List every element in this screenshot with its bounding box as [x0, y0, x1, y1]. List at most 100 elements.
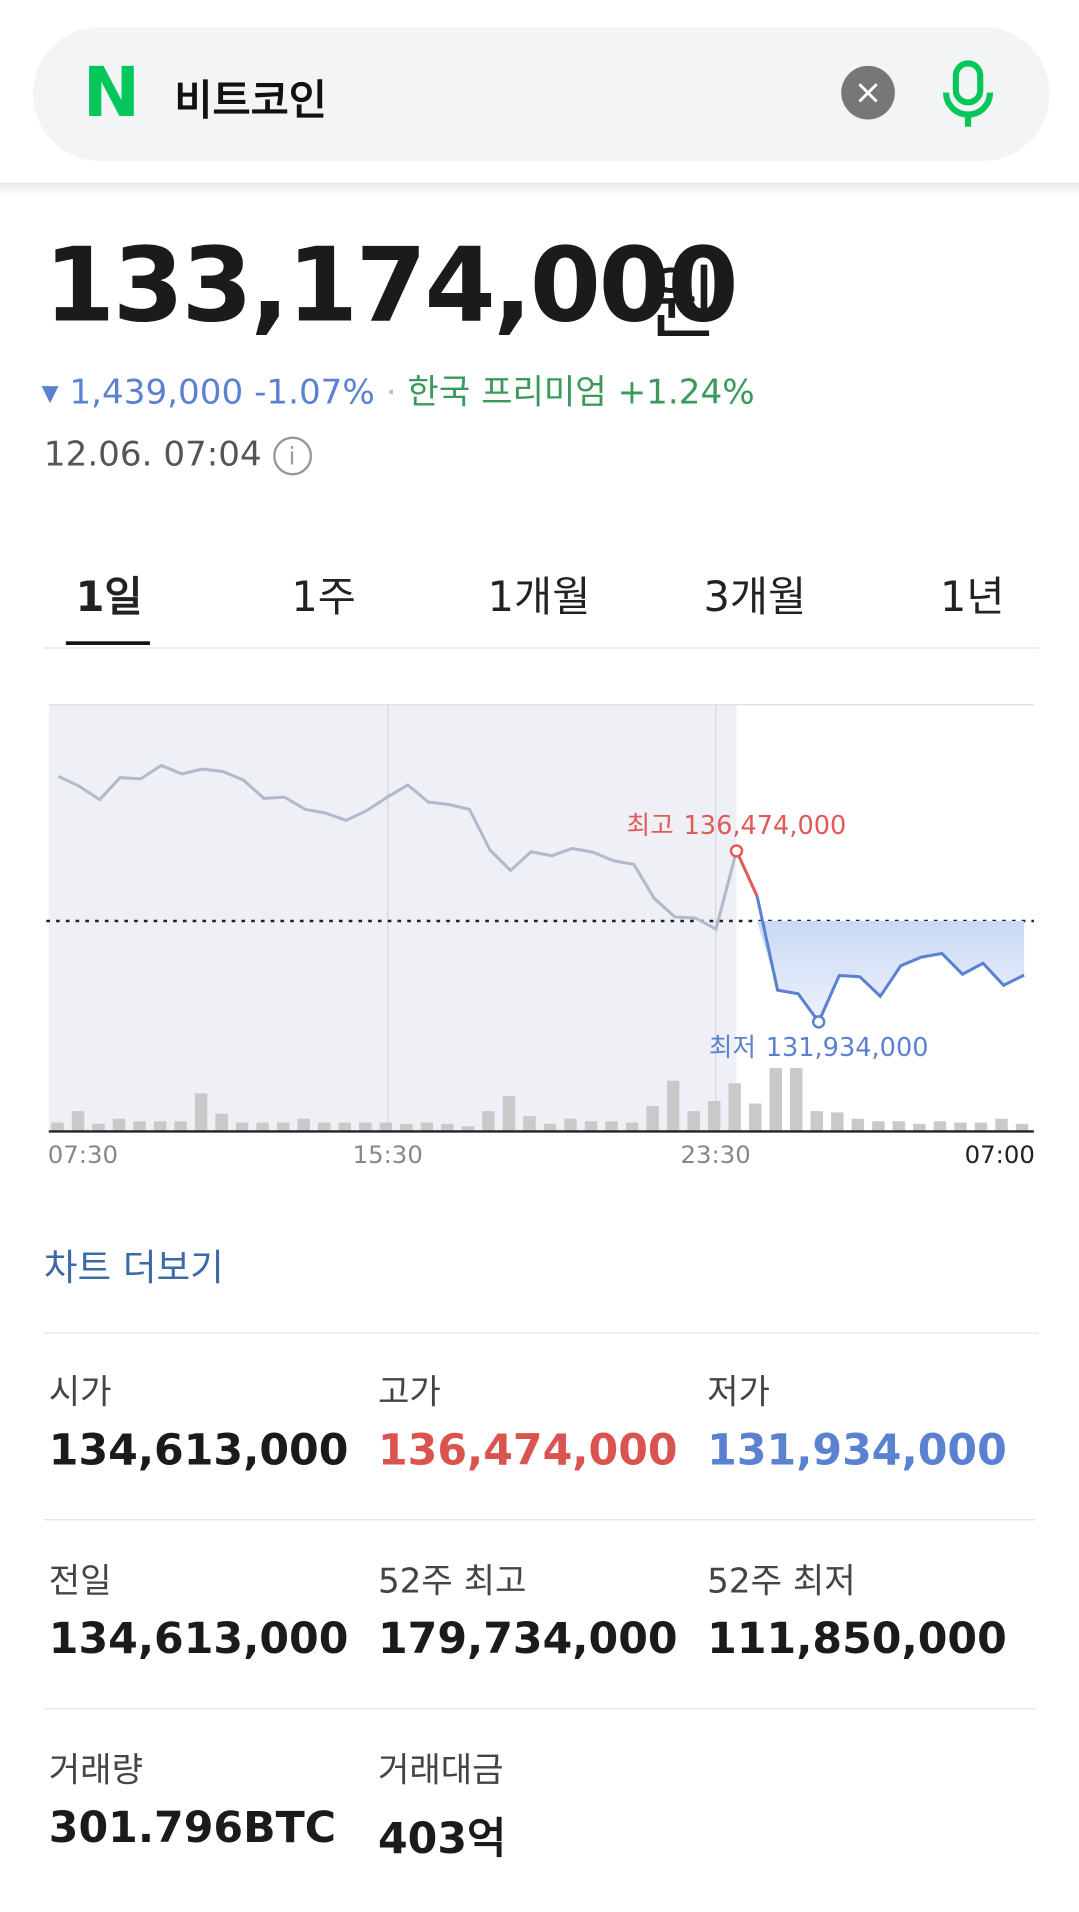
tab-underline: [65, 641, 150, 645]
volume-bar: [810, 1111, 824, 1132]
volume-bar: [564, 1118, 577, 1132]
volume-bar: [441, 1123, 454, 1132]
stat-label: 거래대금: [377, 1749, 504, 1790]
annotation: 최고 136,474,000: [627, 811, 847, 841]
volume-bar: [728, 1083, 741, 1132]
volume-bar: [256, 1122, 269, 1132]
tab[interactable]: 3개월: [703, 573, 807, 622]
x-tick-label: 15:30: [353, 1140, 423, 1169]
chart: 최고 136,474,000 최저 131,934,000 07:30 15:30 23:3…: [46, 704, 1035, 1169]
volume-bar: [318, 1122, 331, 1132]
stat-value: 136,474,000: [377, 1426, 678, 1476]
annotation: 최저 131,934,000: [709, 1033, 929, 1063]
volume-bar: [235, 1122, 249, 1132]
naver-logo[interactable]: N: [82, 53, 141, 133]
volume-bar: [933, 1121, 947, 1132]
volume-bar: [400, 1123, 413, 1132]
stat-value: 179,734,000: [377, 1615, 678, 1665]
annotation-value: 131,934,000: [766, 1033, 929, 1063]
mic-button[interactable]: [939, 59, 1000, 132]
volume-bar: [276, 1122, 290, 1132]
volume-bar: [707, 1100, 721, 1132]
volume-bar: [995, 1118, 1008, 1132]
volume-bar: [420, 1122, 434, 1132]
volume-bar: [461, 1126, 475, 1132]
volume-bar: [482, 1111, 495, 1132]
volume-bar: [913, 1123, 926, 1132]
stat-label: 전일: [48, 1560, 112, 1601]
volume-bar: [543, 1123, 557, 1132]
volume-bar: [646, 1106, 659, 1132]
volume-bar: [1015, 1123, 1029, 1132]
volume-bar: [851, 1118, 865, 1132]
volume-bar: [954, 1122, 967, 1132]
stat-label: 52주 최저: [707, 1560, 856, 1601]
volume-bar: [605, 1121, 618, 1132]
stat-value: 301.796BTC: [48, 1804, 337, 1854]
volume-bar: [92, 1123, 105, 1132]
volume-bar: [133, 1121, 146, 1132]
volume-bar: [974, 1122, 988, 1132]
stat-value: 134,613,000: [48, 1426, 349, 1476]
price-line: [57, 763, 738, 932]
x-tick-label: 07:30: [48, 1140, 118, 1169]
header-shadow: [0, 182, 1079, 196]
x-tick-label: 07:00: [965, 1140, 1035, 1169]
annotation-value: 136,474,000: [684, 811, 847, 841]
area: [757, 920, 1025, 1022]
volume-bar: [297, 1118, 310, 1132]
volume-bar: [112, 1118, 126, 1132]
volume-bar: [153, 1121, 167, 1132]
stat-value: 403억: [377, 1815, 507, 1865]
volume-bar: [51, 1122, 64, 1132]
volume-bar: [625, 1122, 639, 1132]
divider: [43, 1519, 1037, 1521]
price-line: [735, 850, 759, 897]
volume-bar: [523, 1116, 536, 1132]
stat-label: 시가: [48, 1371, 112, 1412]
stat-value: 111,850,000: [707, 1615, 1007, 1665]
volume-bar: [769, 1068, 782, 1132]
volume-bar: [215, 1113, 228, 1132]
volume-bar: [338, 1122, 352, 1132]
price-line: [755, 895, 1025, 1025]
clear-button[interactable]: ×: [841, 65, 895, 120]
divider: [43, 1332, 1039, 1334]
stat-label: 고가: [377, 1371, 441, 1412]
premium-label: 한국 프리미엄: [407, 371, 607, 413]
volume-bar: [502, 1095, 516, 1132]
dot: ·: [385, 371, 397, 413]
time-text: 12.06. 07:04: [43, 434, 262, 475]
info-icon[interactable]: i: [272, 436, 312, 476]
tab[interactable]: 1년: [940, 573, 1005, 622]
volume-bar: [790, 1068, 803, 1132]
more-chart-link[interactable]: 차트 더보기: [43, 1247, 224, 1290]
change: 1,439,000: [69, 371, 244, 413]
volume-bar: [174, 1121, 187, 1132]
annotation-label: 최저: [709, 1033, 756, 1063]
price-unit: 원: [643, 257, 718, 352]
volume-bar: [584, 1121, 598, 1132]
volume-bar: [194, 1093, 208, 1132]
tab[interactable]: 1개월: [487, 573, 591, 622]
volume-bar: [359, 1122, 372, 1132]
annotation-label: 최고: [627, 811, 674, 841]
stat-label: 저가: [707, 1371, 770, 1412]
divider: [43, 647, 1039, 649]
price: 133,174,000: [43, 225, 739, 346]
stat-label: 52주 최고: [377, 1560, 527, 1601]
x-tick-label: 23:30: [681, 1140, 751, 1169]
volume-bar: [892, 1121, 906, 1132]
tab[interactable]: 1일: [75, 573, 143, 622]
high-marker: [729, 844, 744, 858]
volume-bar: [71, 1111, 85, 1132]
search-text[interactable]: 비트코인: [174, 76, 327, 126]
change-row: ▾ 1,439,000 -1.07% · 한국 프리미엄 +1.24%: [41, 371, 755, 413]
stat-label: 거래량: [48, 1749, 143, 1790]
tab[interactable]: 1주: [291, 573, 356, 622]
volume-bar: [872, 1121, 885, 1132]
volume-bar: [379, 1122, 393, 1132]
time: 12.06. 07:04 i: [43, 434, 312, 476]
divider: [43, 1708, 1037, 1710]
